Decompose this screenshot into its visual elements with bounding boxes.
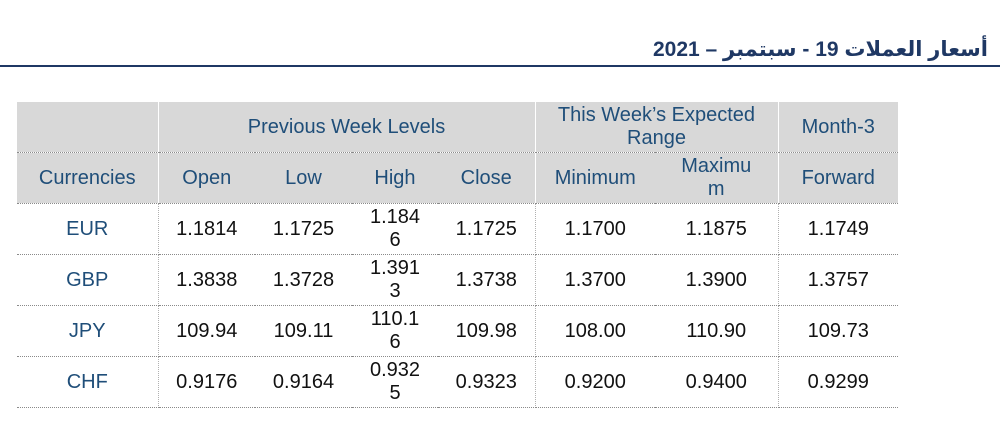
close-cell: 1.1725 [438,203,536,255]
currency-cell: JPY [17,305,159,357]
group-header-row: Previous Week Levels This Week’s Expecte… [17,102,898,153]
column-header-low: Low [255,152,352,204]
currency-cell: CHF [17,356,159,408]
column-header-forward: Forward [778,152,898,204]
high-cell: 1.1846 [352,203,438,255]
table-row: GBP 1.3838 1.3728 1.3913 1.3738 1.3700 1… [17,254,898,306]
minimum-cell: 0.9200 [535,356,655,408]
column-header-high: High [352,152,438,204]
maximum-cell: 0.9400 [655,356,779,408]
high-cell: 1.3913 [352,254,438,306]
close-cell: 109.98 [438,305,536,357]
forward-cell: 109.73 [778,305,898,357]
column-header-row: Currencies Open Low High Close Minimum M… [17,152,898,204]
low-cell: 1.3728 [255,254,352,306]
column-header-minimum: Minimum [535,152,655,204]
maximum-cell: 110.90 [655,305,779,357]
low-cell: 0.9164 [255,356,352,408]
group-header-previous-week: Previous Week Levels [158,102,536,153]
group-header-expected-range: This Week’s Expected Range [535,102,779,153]
page-title: أسعار العملات 19 - سبتمبر – 2021 [652,38,988,61]
open-cell: 109.94 [158,305,255,357]
group-header-month3: Month-3 [778,102,898,153]
maximum-cell: 1.3900 [655,254,779,306]
currency-rates-table: Previous Week Levels This Week’s Expecte… [17,102,898,408]
forward-cell: 0.9299 [778,356,898,408]
table-row: CHF 0.9176 0.9164 0.9325 0.9323 0.9200 0… [17,356,898,408]
minimum-cell: 1.1700 [535,203,655,255]
high-cell: 0.9325 [352,356,438,408]
forward-cell: 1.3757 [778,254,898,306]
open-cell: 1.3838 [158,254,255,306]
column-header-open: Open [158,152,255,204]
column-header-close: Close [438,152,536,204]
high-cell: 110.16 [352,305,438,357]
currency-cell: GBP [17,254,159,306]
minimum-cell: 1.3700 [535,254,655,306]
title-divider [0,65,1000,67]
forward-cell: 1.1749 [778,203,898,255]
minimum-cell: 108.00 [535,305,655,357]
table-row: JPY 109.94 109.11 110.16 109.98 108.00 1… [17,305,898,357]
low-cell: 1.1725 [255,203,352,255]
currency-cell: EUR [17,203,159,255]
low-cell: 109.11 [255,305,352,357]
column-header-maximum: Maximum [655,152,779,204]
group-header-blank [17,102,159,153]
open-cell: 0.9176 [158,356,255,408]
maximum-cell: 1.1875 [655,203,779,255]
column-header-currencies: Currencies [17,152,159,204]
close-cell: 0.9323 [438,356,536,408]
table-row: EUR 1.1814 1.1725 1.1846 1.1725 1.1700 1… [17,203,898,255]
open-cell: 1.1814 [158,203,255,255]
close-cell: 1.3738 [438,254,536,306]
